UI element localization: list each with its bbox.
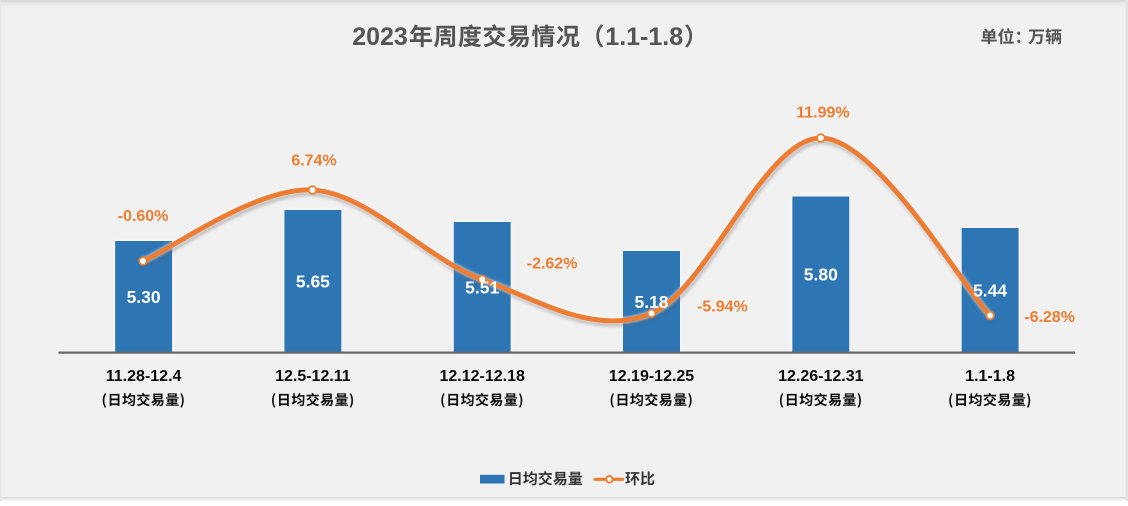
svg-text:5.51: 5.51 <box>465 277 499 297</box>
svg-text:5.65: 5.65 <box>296 271 330 291</box>
svg-text:12.26-12.31: 12.26-12.31 <box>778 368 864 385</box>
svg-text:12.12-12.18: 12.12-12.18 <box>439 368 525 385</box>
svg-text:-0.60%: -0.60% <box>118 208 169 225</box>
svg-text:5.18: 5.18 <box>634 292 668 312</box>
svg-text:11.99%: 11.99% <box>796 104 849 121</box>
svg-text:5.44: 5.44 <box>973 280 1007 300</box>
svg-text:-5.94%: -5.94% <box>697 298 748 315</box>
svg-text:-2.62%: -2.62% <box>527 256 578 273</box>
svg-text:2023: 2023 <box>352 23 408 51</box>
svg-text:1.1-1.8: 1.1-1.8 <box>965 368 1015 385</box>
svg-text:-6.28%: -6.28% <box>1024 309 1075 326</box>
svg-text:12.5-12.11: 12.5-12.11 <box>275 368 351 385</box>
svg-text:5.80: 5.80 <box>804 265 838 285</box>
svg-text:1.1-1.8: 1.1-1.8 <box>605 23 683 51</box>
svg-text:12.19-12.25: 12.19-12.25 <box>609 368 695 385</box>
svg-text:6.74%: 6.74% <box>291 152 336 169</box>
svg-text:11.28-12.4: 11.28-12.4 <box>106 368 182 385</box>
svg-text:5.30: 5.30 <box>127 287 161 307</box>
